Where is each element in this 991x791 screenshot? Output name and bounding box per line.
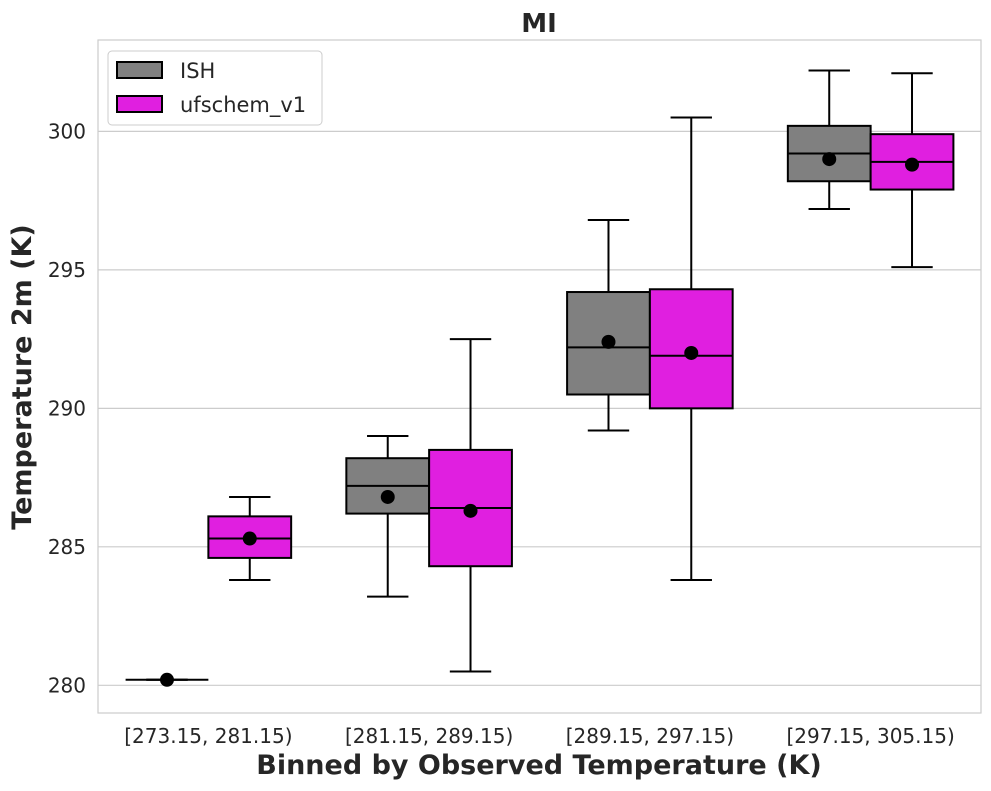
y-gridlines [98, 130, 981, 686]
mean-marker-0-1 [380, 489, 395, 504]
x-tick-label-0: [273.15, 281.15) [124, 724, 292, 748]
mean-marker-1-1 [463, 503, 478, 518]
legend-label-ish: ISH [180, 59, 215, 83]
box-0-2 [566, 219, 651, 432]
x-tick-label-3: [297.15, 305.15) [786, 724, 954, 748]
y-tick-label-290: 290 [48, 396, 86, 420]
mean-marker-0-0 [159, 672, 174, 687]
y-tick-label-295: 295 [48, 258, 86, 282]
chart-title: MI [521, 9, 557, 39]
legend-swatch-ufschem [116, 95, 163, 113]
y-tick-labels: 280 285 290 295 300 [48, 119, 86, 697]
mean-markers [159, 152, 920, 687]
y-tick-label-300: 300 [48, 119, 86, 143]
box-0-3 [786, 69, 872, 210]
mean-marker-1-0 [242, 531, 257, 546]
y-axis-label: Temperature 2m (K) [7, 224, 38, 530]
plot-frame [97, 39, 982, 714]
mean-marker-1-2 [684, 345, 699, 360]
legend: ISH ufschem_v1 [107, 50, 323, 126]
legend-swatch-ish [116, 61, 163, 79]
x-tick-label-2: [289.15, 297.15) [566, 724, 734, 748]
legend-label-ufschem: ufschem_v1 [180, 93, 306, 118]
box-0-1 [345, 435, 431, 598]
x-tick-label-1: [281.15, 289.15) [345, 724, 513, 748]
mean-marker-0-3 [822, 152, 837, 167]
x-axis-label: Binned by Observed Temperature (K) [256, 750, 821, 781]
box-iqr [207, 515, 293, 559]
y-tick-label-285: 285 [48, 535, 86, 559]
y-tick-label-280: 280 [48, 673, 86, 697]
x-tick-labels: [273.15, 281.15) [281.15, 289.15) [289.15,… [124, 724, 955, 748]
mean-marker-1-3 [905, 157, 920, 172]
mean-marker-0-2 [601, 334, 616, 349]
